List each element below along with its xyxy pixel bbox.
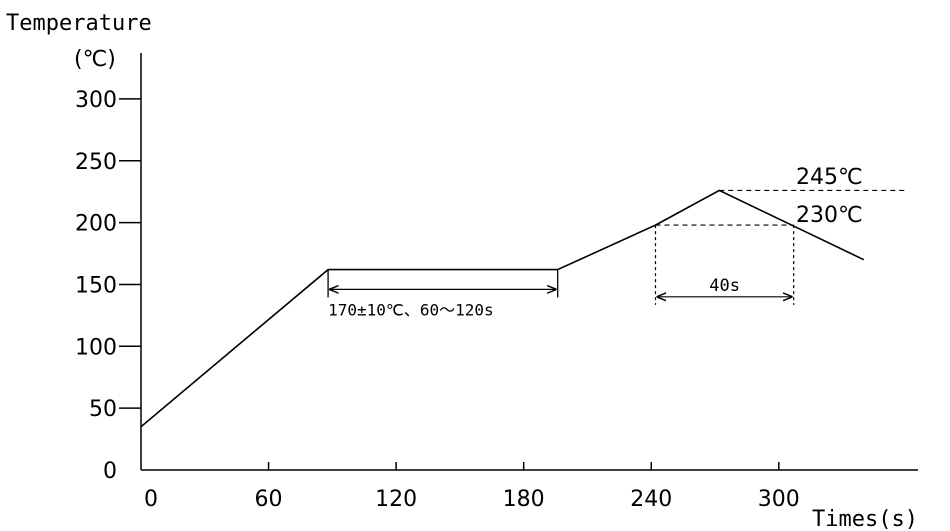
x-axis-title: Times(s) <box>812 507 918 531</box>
x-tick-label: 60 <box>255 487 283 512</box>
y-axis-title: Temperature <box>6 11 152 36</box>
annotation-group: 170±10℃、60～120s 245℃ 230℃ 40s <box>327 165 905 319</box>
y-tick-label: 300 <box>75 88 117 113</box>
x-tick-label: 180 <box>503 487 545 512</box>
y-tick-group: 0 50 100 150 200 250 300 <box>75 88 141 484</box>
y-tick-label: 0 <box>103 459 117 484</box>
temperature-profile-line <box>140 189 865 428</box>
y-tick-label: 100 <box>75 335 117 360</box>
y-tick-label: 50 <box>89 397 117 422</box>
peak-temp-label: 245℃ <box>796 165 863 190</box>
y-tick-label: 250 <box>75 150 117 175</box>
x-tick-label: 240 <box>630 487 672 512</box>
y-axis-unit: (℃) <box>74 47 116 72</box>
y-tick-label: 150 <box>75 273 117 298</box>
soak-annotation-label: 170±10℃、60～120s <box>328 300 494 319</box>
x-tick-label: 120 <box>375 487 417 512</box>
y-tick-label: 200 <box>75 212 117 237</box>
duration-label: 40s <box>709 276 740 296</box>
x-tick-label: 0 <box>144 487 158 512</box>
x-tick-label: 300 <box>758 487 800 512</box>
x-tick-group: 0 60 120 180 240 300 <box>144 462 800 512</box>
reflow-temp-label: 230℃ <box>796 203 863 228</box>
